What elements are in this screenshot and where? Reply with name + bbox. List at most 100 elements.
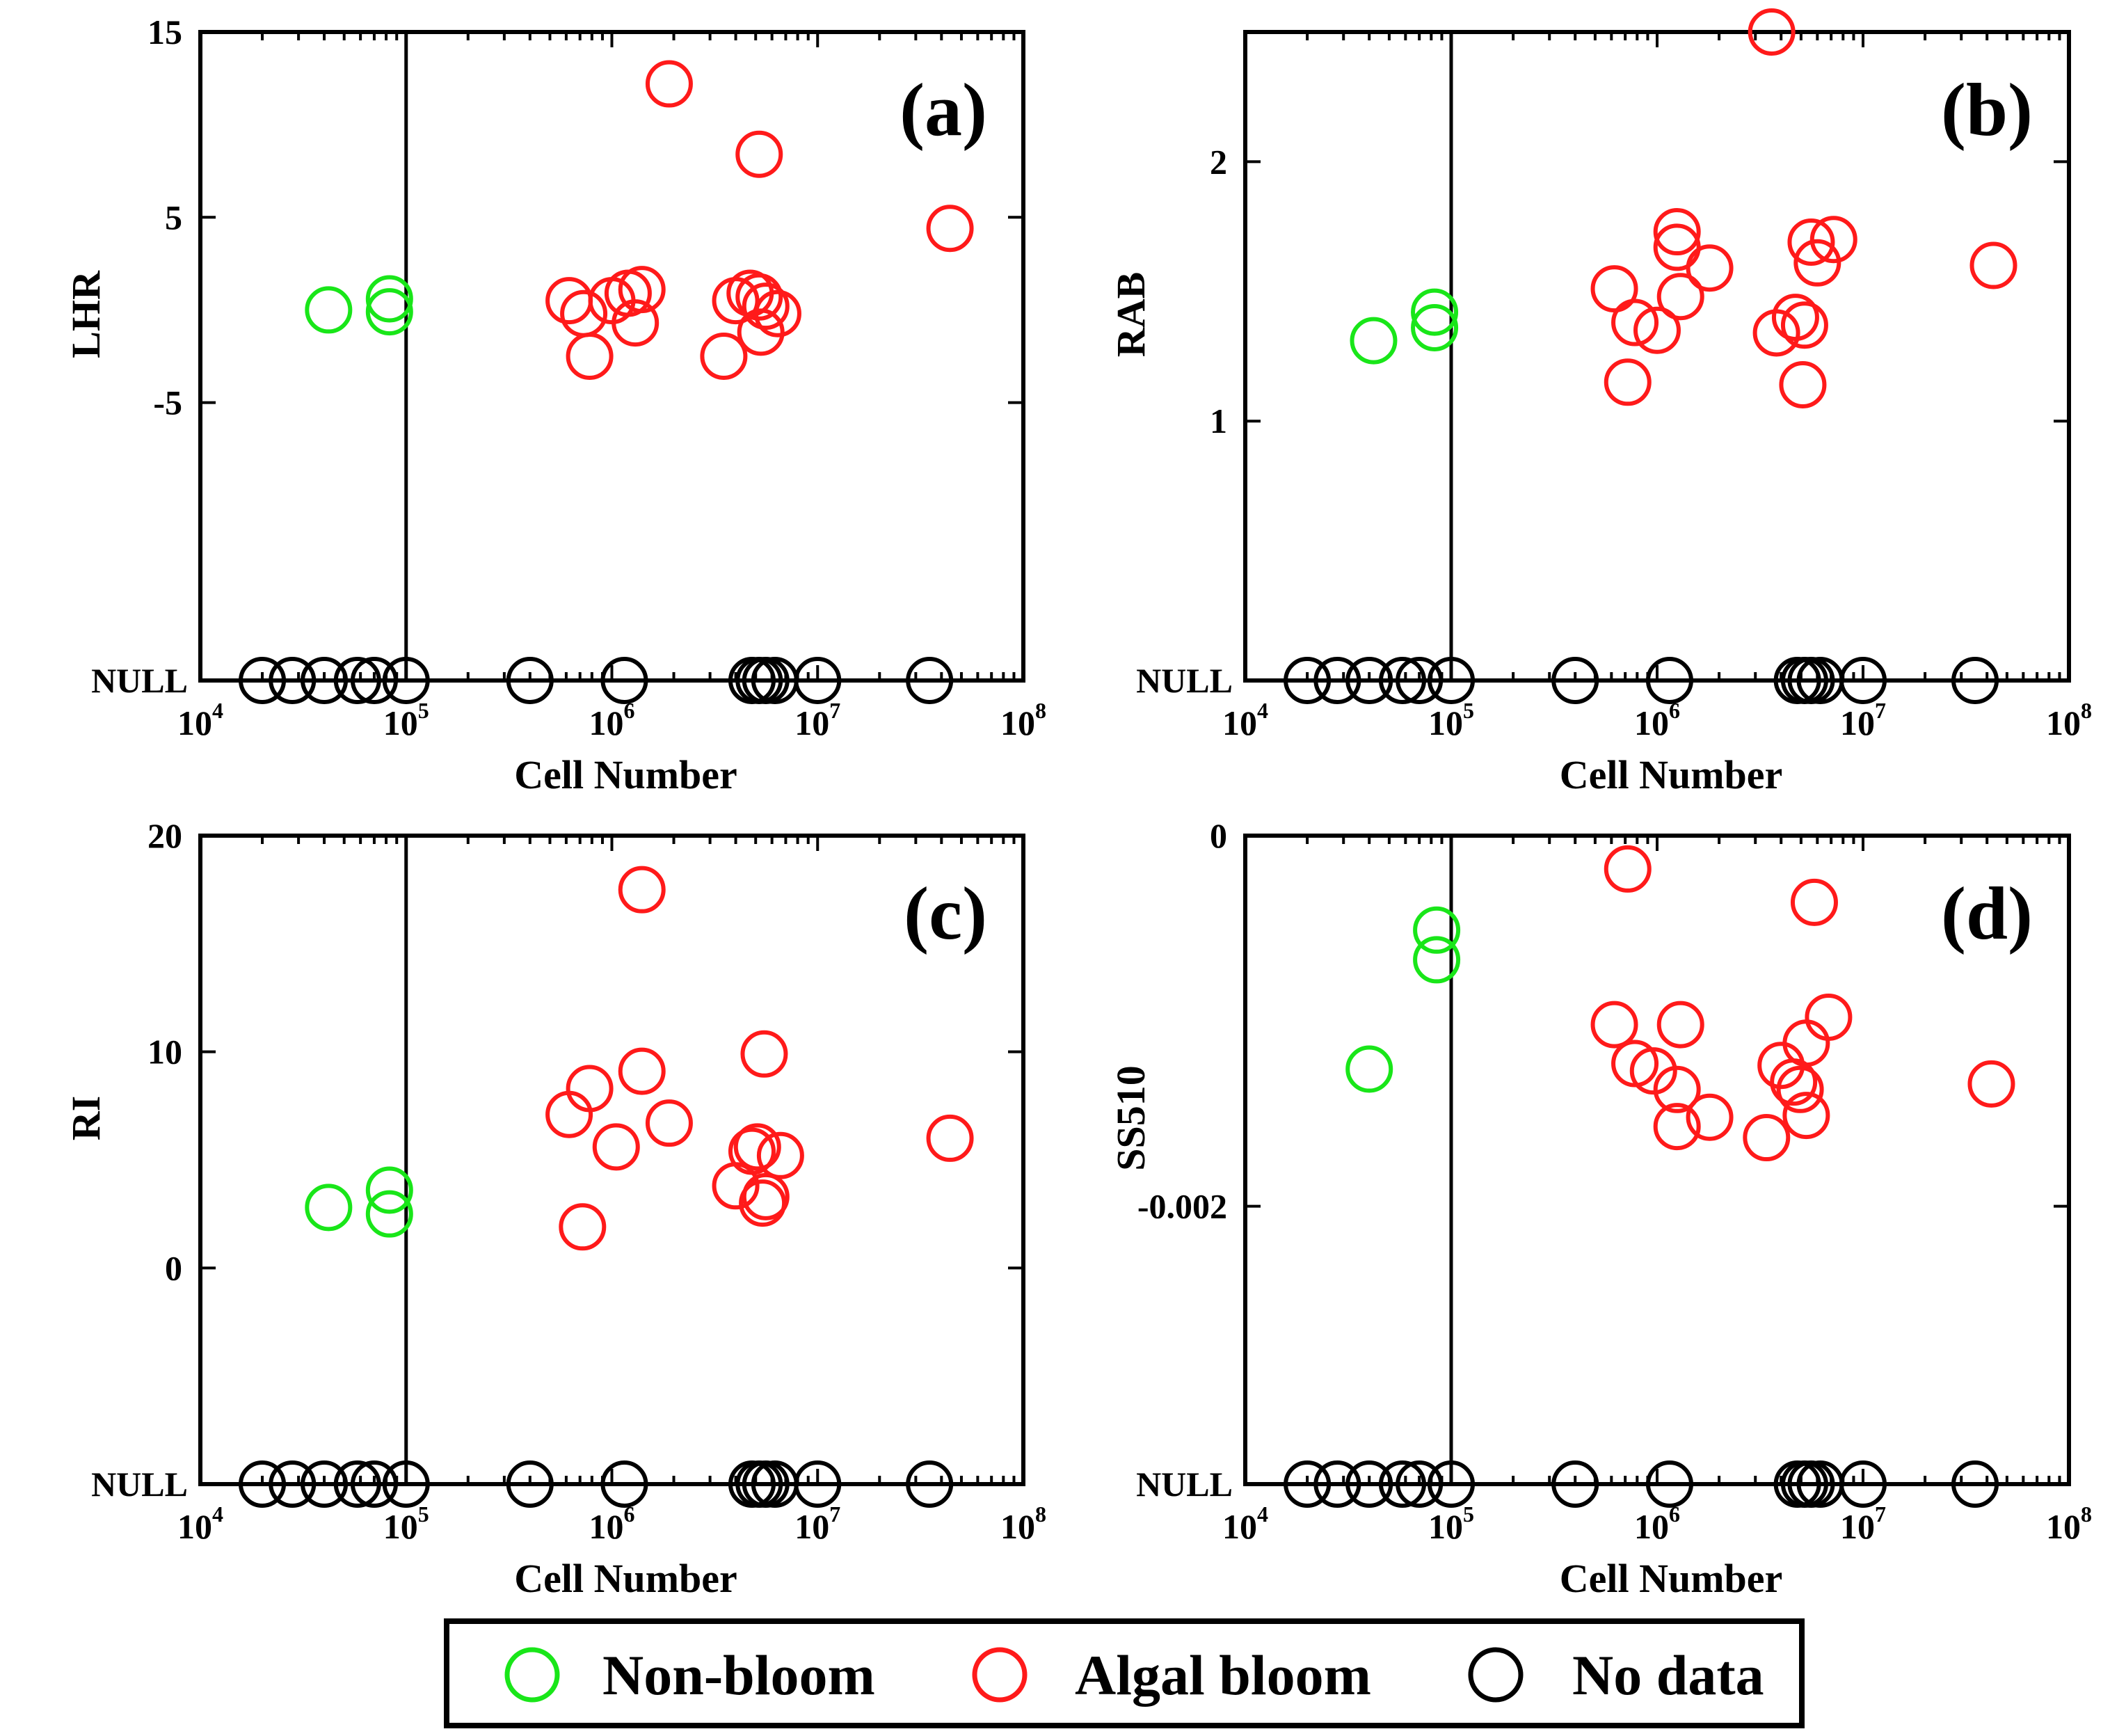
y-axis-title: RAB xyxy=(1108,272,1153,357)
nodata-point xyxy=(333,657,381,704)
bloom-point xyxy=(1656,1001,1704,1049)
x-tick-exponent: 4 xyxy=(212,1502,223,1527)
x-tick-label: 105 xyxy=(1428,698,1474,742)
x-tick-label: 104 xyxy=(1222,1502,1268,1546)
nonbloom-point xyxy=(365,1166,413,1214)
panel-label: (c) xyxy=(904,873,987,955)
bloom-point xyxy=(1809,216,1857,264)
nonbloom-point xyxy=(1411,303,1459,351)
bloom-point xyxy=(742,282,790,331)
bloom-point xyxy=(1743,1114,1791,1162)
nodata-point xyxy=(600,1460,648,1508)
nodata-point xyxy=(382,1460,430,1508)
bloom-point xyxy=(733,1123,781,1171)
x-tick-base: 10 xyxy=(589,1507,624,1546)
x-tick-exponent: 5 xyxy=(1463,698,1474,723)
x-tick-base: 10 xyxy=(1000,1507,1035,1546)
x-axis-title: Cell Number xyxy=(1560,1556,1783,1601)
nodata-point xyxy=(1951,657,1999,704)
bloom-point xyxy=(728,1127,776,1175)
y-null-label: NULL xyxy=(1136,1465,1233,1504)
y-tick-label: 1 xyxy=(1210,401,1227,440)
nonbloom-point xyxy=(1345,1045,1393,1093)
bloom-point xyxy=(926,205,974,253)
x-tick-exponent: 7 xyxy=(1875,1502,1886,1527)
bloom-point xyxy=(700,333,748,380)
panel-label: (d) xyxy=(1941,873,2033,955)
nonbloom-point xyxy=(365,1190,413,1238)
bloom-point xyxy=(1748,8,1796,56)
nodata-point xyxy=(1645,657,1693,704)
x-tick-base: 10 xyxy=(1222,1507,1257,1546)
bloom-point xyxy=(1790,878,1838,926)
bloom-point xyxy=(1590,265,1638,313)
x-tick-exponent: 4 xyxy=(1257,1502,1268,1527)
x-tick-exponent: 8 xyxy=(1035,698,1046,723)
bloom-point xyxy=(1611,298,1659,347)
x-tick-exponent: 6 xyxy=(1669,1502,1680,1527)
legend-marker-nonbloom xyxy=(504,1647,560,1703)
nonbloom-point xyxy=(1413,936,1461,984)
nodata-point xyxy=(1839,1460,1887,1508)
bloom-point xyxy=(1590,1001,1638,1049)
legend-label-nonbloom: Non-bloom xyxy=(602,1643,875,1707)
x-tick-label: 107 xyxy=(1840,1502,1886,1546)
nonbloom-point xyxy=(1413,906,1461,954)
nodata-point xyxy=(1284,1460,1332,1508)
x-tick-label: 104 xyxy=(1222,698,1268,742)
x-tick-base: 10 xyxy=(1840,1507,1875,1546)
x-tick-base: 10 xyxy=(177,703,212,742)
x-tick-base: 10 xyxy=(1000,703,1035,742)
nonbloom-point xyxy=(305,286,353,334)
x-tick-label: 105 xyxy=(383,698,429,742)
y-axis-title: RI xyxy=(63,1096,109,1140)
legend-marker-bloom xyxy=(972,1647,1028,1703)
x-tick-base: 10 xyxy=(383,703,418,742)
nodata-point xyxy=(269,657,317,704)
bloom-point xyxy=(566,1065,614,1113)
y-tick-label: 5 xyxy=(165,198,182,237)
x-tick-label: 108 xyxy=(2046,1502,2092,1546)
nonbloom-point xyxy=(365,275,413,323)
bloom-point xyxy=(740,1030,788,1078)
nodata-point xyxy=(794,1460,842,1508)
x-tick-label: 108 xyxy=(1000,698,1046,742)
x-tick-label: 104 xyxy=(177,698,223,742)
bloom-point xyxy=(1793,239,1841,287)
nodata-point xyxy=(600,657,648,704)
nodata-point xyxy=(301,657,349,704)
bloom-point xyxy=(1782,1019,1830,1067)
x-tick-exponent: 8 xyxy=(1035,1502,1046,1527)
x-axis-title: Cell Number xyxy=(1560,752,1783,797)
y-tick-label: 0 xyxy=(1210,816,1227,855)
legend-label-bloom: Algal bloom xyxy=(1075,1643,1371,1707)
y-tick-label: -5 xyxy=(153,383,182,422)
nodata-point xyxy=(794,657,842,704)
nonbloom-point xyxy=(305,1184,353,1232)
nodata-point xyxy=(1551,657,1599,704)
x-tick-label: 108 xyxy=(1000,1502,1046,1546)
bloom-point xyxy=(756,1131,804,1179)
x-tick-exponent: 5 xyxy=(418,1502,429,1527)
x-tick-exponent: 7 xyxy=(829,1502,840,1527)
bloom-point xyxy=(645,60,693,108)
bloom-point xyxy=(618,866,666,914)
x-tick-label: 107 xyxy=(1840,698,1886,742)
nodata-point xyxy=(382,657,430,704)
x-tick-label: 106 xyxy=(1634,698,1680,742)
bloom-point xyxy=(566,333,614,380)
bloom-point xyxy=(1653,1103,1701,1151)
x-tick-exponent: 6 xyxy=(624,1502,635,1527)
x-tick-base: 10 xyxy=(2046,703,2081,742)
nodata-point xyxy=(1396,1460,1444,1508)
x-tick-base: 10 xyxy=(794,1507,829,1546)
bloom-point xyxy=(1604,358,1652,406)
x-tick-base: 10 xyxy=(589,703,624,742)
nodata-point xyxy=(906,657,954,704)
bloom-point xyxy=(737,308,785,356)
y-tick-label: 2 xyxy=(1210,142,1227,181)
legend-marker-nodata xyxy=(1468,1647,1524,1703)
nodata-point xyxy=(239,657,287,704)
x-axis-title: Cell Number xyxy=(514,1556,737,1601)
